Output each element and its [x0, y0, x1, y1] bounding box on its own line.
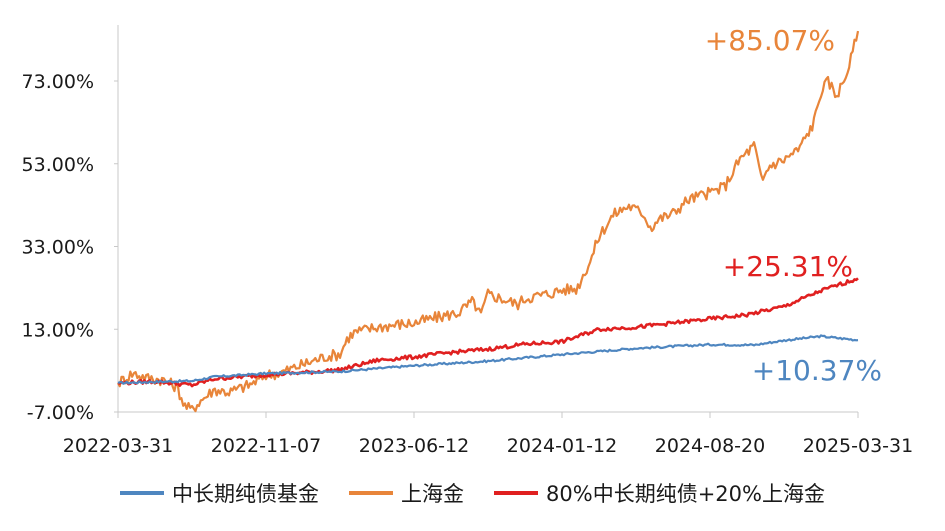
final-value-label-blend: +25.31% — [723, 250, 853, 283]
series-line-shanghai-gold — [117, 30, 860, 413]
legend-item-shanghai-gold: 上海金 — [349, 478, 464, 508]
x-tick-label: 2023-06-12 — [359, 435, 469, 457]
y-tick-label: 13.00% — [22, 319, 94, 341]
y-tick-label: -7.00% — [27, 402, 94, 424]
x-tick-label: 2024-08-20 — [655, 435, 765, 457]
x-tick-label: 2024-01-12 — [507, 435, 617, 457]
series-line-bond-fund — [117, 334, 859, 385]
legend-item-blend: 80%中长期纯债+20%上海金 — [494, 478, 825, 508]
legend-label-bond-fund: 中长期纯债基金 — [172, 482, 320, 506]
x-tick-label: 2025-03-31 — [803, 435, 913, 457]
y-tick-label: 53.00% — [22, 154, 94, 176]
x-tick-label: 2022-11-07 — [211, 435, 321, 457]
legend-item-bond-fund: 中长期纯债基金 — [120, 478, 319, 508]
legend-swatch-bond-fund — [120, 491, 165, 495]
legend: 中长期纯债基金 上海金 80%中长期纯债+20%上海金 — [0, 478, 945, 508]
final-value-label-bond-fund: +10.37% — [752, 354, 882, 387]
x-tick-label: 2022-03-31 — [63, 435, 173, 457]
final-value-label-shanghai-gold: +85.07% — [705, 24, 835, 57]
y-tick-label: 33.00% — [22, 237, 94, 259]
legend-label-shanghai-gold: 上海金 — [401, 482, 465, 506]
legend-swatch-shanghai-gold — [349, 491, 394, 495]
legend-swatch-blend — [494, 491, 539, 495]
legend-label-blend: 80%中长期纯债+20%上海金 — [546, 482, 825, 506]
y-tick-label: 73.00% — [22, 71, 94, 93]
line-chart: 73.00% 53.00% 33.00% 13.00% -7.00% 2022-03-31… — [22, 24, 914, 457]
series-line-blend — [117, 277, 859, 388]
